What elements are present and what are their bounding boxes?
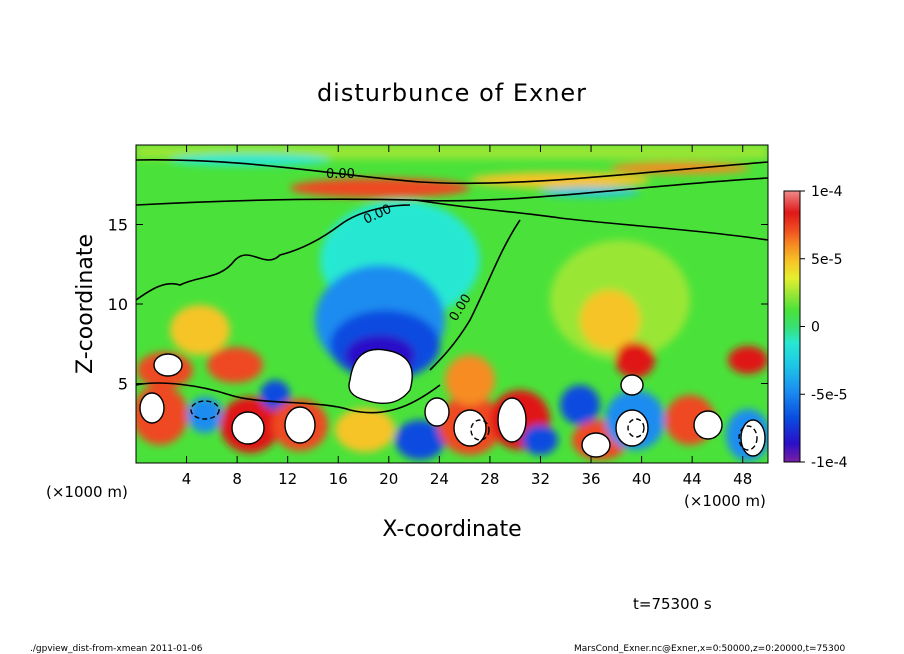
time-annotation: t=75300 s <box>633 595 712 613</box>
contour-label: 0.00 <box>326 167 355 182</box>
colorbar-tick-label: 5e-5 <box>811 252 842 268</box>
x-unit-right: (×1000 m) <box>684 492 766 510</box>
x-tick-label: 40 <box>632 470 651 488</box>
x-tick-label: 12 <box>278 470 297 488</box>
x-tick-label: 48 <box>733 470 752 488</box>
colorbar <box>783 190 801 463</box>
x-tick-label: 4 <box>182 470 192 488</box>
x-tick-label: 8 <box>232 470 242 488</box>
y-tick-label: 10 <box>108 295 128 314</box>
y-tick-label: 15 <box>108 216 128 235</box>
x-tick-label: 16 <box>329 470 348 488</box>
chart-title: disturbunce of Exner <box>317 79 587 107</box>
colorbar-tick-label: 0 <box>811 320 820 336</box>
x-tick-label: 44 <box>683 470 702 488</box>
x-unit-left: (×1000 m) <box>46 483 128 501</box>
x-tick-label: 32 <box>531 470 550 488</box>
x-tick-label: 20 <box>379 470 398 488</box>
footer-left: ./gpview_dist-from-xmean 2011-01-06 <box>30 644 203 654</box>
x-axis-label: X-coordinate <box>382 517 521 542</box>
heatmap-field: 0.00 0.00 0.00 <box>136 145 768 463</box>
x-axis: 4 8 12 16 20 24 28 32 36 40 44 48 <box>182 145 752 488</box>
colorbar-tick-label: -5e-5 <box>811 387 848 403</box>
x-tick-label: 28 <box>480 470 499 488</box>
y-tick-label: 5 <box>118 375 128 394</box>
colorbar-ticks: 1e-4 5e-5 0 -5e-5 -1e-4 <box>800 184 848 471</box>
y-axis-label: Z-coordinate <box>73 234 98 374</box>
footer-right: MarsCond_Exner.nc@Exner,x=0:50000,z=0:20… <box>574 644 845 654</box>
x-tick-label: 24 <box>430 470 449 488</box>
y-axis: 5 10 15 <box>108 216 768 394</box>
colorbar-tick-label: 1e-4 <box>811 184 843 200</box>
x-tick-label: 36 <box>581 470 600 488</box>
colorbar-tick-label: -1e-4 <box>811 455 848 471</box>
